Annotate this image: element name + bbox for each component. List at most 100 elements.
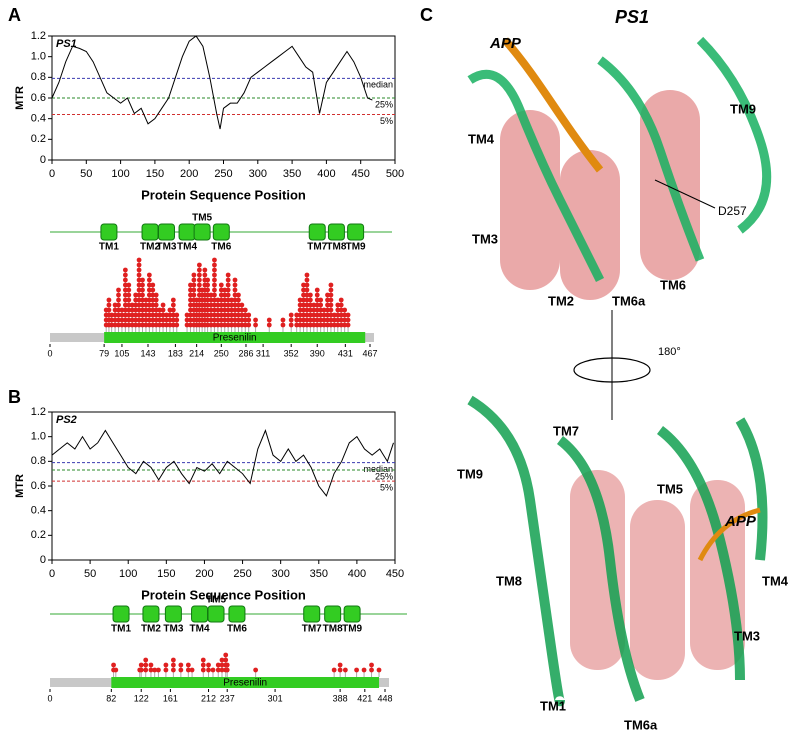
variant-dot bbox=[335, 312, 341, 318]
variant-dot bbox=[304, 297, 310, 303]
variant-dot bbox=[225, 282, 231, 288]
variant-dot bbox=[170, 657, 176, 663]
variant-dot bbox=[212, 317, 217, 323]
reference-label: 5% bbox=[380, 116, 393, 126]
tm-helix bbox=[193, 223, 211, 241]
variant-dot bbox=[288, 317, 294, 323]
variant-dot bbox=[140, 277, 145, 283]
variant-dot bbox=[163, 662, 169, 668]
variant-dot bbox=[153, 302, 159, 308]
variant-dot bbox=[150, 297, 156, 303]
variant-dot bbox=[116, 312, 121, 318]
variant-dot bbox=[196, 262, 202, 268]
variant-dot bbox=[297, 297, 303, 303]
variant-dot bbox=[236, 297, 241, 303]
variant-dot bbox=[338, 312, 344, 318]
x-tick-label: 0 bbox=[47, 348, 52, 358]
variant-dot bbox=[331, 322, 337, 328]
variant-dot bbox=[232, 292, 238, 298]
mtr-line bbox=[51, 35, 373, 130]
x-tick-label: 237 bbox=[220, 693, 235, 703]
variant-dot bbox=[150, 302, 156, 308]
x-tick-label: 212 bbox=[201, 693, 216, 703]
variant-dot bbox=[138, 662, 144, 668]
variant-dot bbox=[106, 302, 112, 308]
variant-dot bbox=[225, 302, 231, 308]
x-tick-label: 431 bbox=[338, 348, 353, 358]
variant-dot bbox=[225, 317, 231, 323]
variant-dot bbox=[185, 662, 191, 668]
variant-dot bbox=[222, 312, 228, 318]
variant-dot bbox=[112, 322, 118, 328]
x-tick-label: 350 bbox=[310, 568, 328, 580]
structure-art bbox=[440, 20, 790, 707]
variant-dot bbox=[236, 322, 241, 328]
variant-dot bbox=[126, 322, 132, 328]
variant-dot bbox=[146, 312, 152, 318]
variant-dot bbox=[232, 277, 238, 283]
variant-dot bbox=[133, 302, 139, 308]
variant-dot bbox=[136, 282, 142, 288]
structure-label: TM3 bbox=[472, 231, 498, 246]
reference-label: 25% bbox=[375, 99, 393, 109]
x-tick-label: 214 bbox=[189, 348, 204, 358]
variant-dot bbox=[331, 317, 337, 323]
variant-dot bbox=[188, 307, 193, 313]
tm-helix bbox=[347, 223, 365, 241]
variant-dot bbox=[239, 317, 245, 323]
variant-dot bbox=[236, 292, 241, 298]
mtr-line bbox=[51, 429, 394, 497]
variant-dot bbox=[239, 307, 245, 313]
tm-label: TM9 bbox=[346, 242, 366, 253]
y-tick-label: 0.4 bbox=[31, 113, 46, 125]
variant-dot bbox=[140, 307, 145, 313]
x-tick-label: 467 bbox=[362, 348, 377, 358]
variant-dot bbox=[200, 667, 206, 673]
reference-label: 25% bbox=[375, 471, 393, 481]
variant-dot bbox=[314, 302, 320, 308]
variant-dot bbox=[304, 282, 310, 288]
y-tick-label: 0 bbox=[40, 154, 46, 166]
variant-dot bbox=[236, 317, 241, 323]
pointer bbox=[654, 179, 716, 209]
variant-dot bbox=[328, 307, 334, 313]
variant-dot bbox=[153, 322, 159, 328]
variant-dot bbox=[212, 297, 217, 303]
variant-dot bbox=[311, 317, 317, 323]
variant-dot bbox=[369, 662, 374, 668]
x-tick-label: 421 bbox=[357, 693, 372, 703]
variant-dot bbox=[143, 657, 149, 663]
variant-dot bbox=[146, 287, 152, 293]
structure-label: TM4 bbox=[468, 131, 495, 146]
variant-dot bbox=[335, 302, 341, 308]
variant-dot bbox=[225, 322, 231, 328]
variant-dot bbox=[321, 322, 327, 328]
reference-label: median bbox=[363, 464, 393, 474]
x-tick-label: 286 bbox=[238, 348, 253, 358]
variant-dot bbox=[133, 292, 139, 298]
tm-helix bbox=[191, 605, 209, 623]
variant-dot bbox=[242, 312, 248, 318]
variant-dot bbox=[153, 317, 159, 323]
variant-dot bbox=[219, 662, 225, 668]
variant-dot bbox=[200, 662, 206, 668]
variant-dot bbox=[325, 297, 330, 303]
variant-dot bbox=[223, 657, 229, 663]
variant-dot bbox=[314, 292, 320, 298]
variant-dot bbox=[119, 317, 125, 323]
domain-bar bbox=[104, 332, 366, 343]
variant-dot bbox=[126, 282, 132, 288]
variant-dot bbox=[307, 297, 313, 303]
variant-dot bbox=[328, 312, 334, 318]
x-tick-label: 250 bbox=[233, 568, 251, 580]
x-tick-label: 50 bbox=[84, 568, 96, 580]
variant-dot bbox=[314, 317, 320, 323]
y-tick-label: 1.0 bbox=[31, 51, 46, 63]
x-tick-label: 311 bbox=[256, 348, 270, 358]
tm-helix bbox=[164, 605, 182, 623]
variant-dot bbox=[225, 297, 231, 303]
panel-label: C bbox=[420, 5, 433, 25]
x-tick-label: 450 bbox=[352, 168, 370, 180]
variant-dot bbox=[325, 317, 330, 323]
variant-dot bbox=[146, 322, 152, 328]
